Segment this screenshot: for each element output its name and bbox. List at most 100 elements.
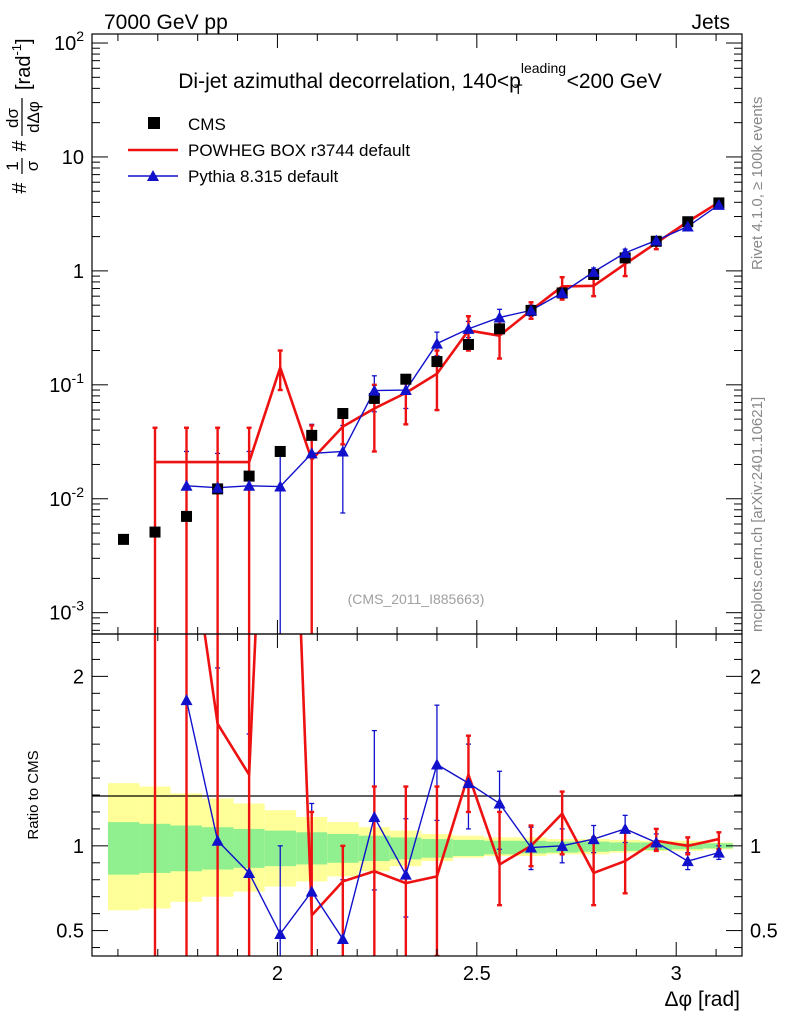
cms-data-point: [149, 526, 161, 538]
side-label-mcplots: mcplots.cern.ch [arXiv:2401.10621]: [749, 397, 766, 632]
pythia-marker: [243, 479, 256, 491]
pythia-marker: [525, 841, 538, 853]
pythia-marker: [681, 220, 694, 232]
stat-uncertainty-band: [452, 839, 484, 857]
cms-data-point: [462, 338, 474, 350]
y-axis-unit-sup: -1: [9, 44, 24, 56]
pythia-marker: [336, 933, 349, 945]
y-tick-mantissa: 10: [49, 375, 71, 397]
y-tick-exponent: -1: [72, 370, 85, 386]
y-tick-exponent: -2: [72, 484, 85, 500]
pythia-marker: [619, 822, 632, 834]
y-axis-frac2-num: dσ: [3, 108, 22, 128]
cms-data-point: [243, 470, 255, 482]
powheg-ratio-line: [203, 634, 720, 917]
cms-data-point: [431, 356, 443, 368]
pythia-marker: [211, 834, 224, 846]
y-tick-label-ratio-right: 1: [750, 836, 761, 858]
pythia-marker: [399, 384, 412, 396]
y-axis-title-hash-1: #: [9, 182, 31, 194]
pythia-marker: [243, 866, 256, 878]
cms-data-point: [337, 408, 349, 420]
pythia-marker: [462, 322, 475, 334]
pythia-marker: [430, 758, 443, 770]
pythia-marker: [274, 927, 287, 939]
header-category-label: Jets: [691, 11, 730, 34]
pythia-marker: [712, 846, 725, 858]
pythia-marker: [305, 447, 318, 459]
title-main-text: Di-jet azimuthal decorrelation, 140<p: [178, 70, 521, 93]
y-axis-frac1-den: σ: [23, 160, 42, 171]
y-tick-label-main: 10-2: [49, 484, 84, 511]
y-tick-exponent: 2: [76, 28, 84, 44]
pythia-marker: [368, 811, 381, 823]
main-series-layer: [118, 197, 725, 634]
pythia-marker: [211, 481, 224, 493]
pythia-ratio-line: [185, 699, 720, 941]
stat-uncertainty-band: [107, 822, 140, 875]
side-label-rivet: Rivet 4.1.0, ≥ 100k events: [749, 97, 766, 270]
legend-pythia-label: Pythia 8.315 default: [188, 167, 339, 186]
ratio-series-layer: [153, 634, 725, 956]
pythia-marker: [587, 833, 600, 845]
title-subscript: T: [514, 81, 523, 97]
pythia-marker: [430, 337, 443, 349]
legend-cms-marker: [148, 117, 160, 129]
pythia-marker: [650, 234, 663, 246]
y-tick-label-ratio-right: 0.5: [750, 921, 778, 943]
pythia-marker: [462, 777, 475, 789]
cms-data-point: [306, 429, 318, 441]
ratio-panel: 2 2.5 3 0.5 0.5 1 1 2 2 Ratio to CMS Δφ [rad]: [25, 633, 778, 1011]
x-tick-label: 2: [272, 963, 283, 985]
cms-data-point: [400, 373, 412, 385]
y-tick-label-main: 10: [62, 147, 84, 169]
pythia-marker: [368, 384, 381, 396]
legend: CMS POWHEG BOX r3744 default Pythia 8.31…: [128, 115, 410, 186]
pythia-marker: [305, 885, 318, 897]
pythia-marker: [587, 265, 600, 277]
title-tail-text: <200 GeV: [567, 70, 662, 93]
y-tick-mantissa: 10: [49, 603, 71, 625]
pythia-marker: [681, 855, 694, 867]
x-tick-label: 3: [671, 963, 682, 985]
y-tick-label-ratio-left: 0.5: [56, 921, 84, 943]
y-tick-label-main: 1: [73, 261, 84, 283]
y-axis-unit-close: ]: [13, 38, 35, 44]
legend-powheg-label: POWHEG BOX r3744 default: [188, 141, 410, 160]
y-tick-label-ratio-left: 2: [73, 666, 84, 688]
cms-data-point: [619, 252, 631, 264]
pythia-marker: [712, 198, 725, 210]
pythia-marker: [336, 445, 349, 457]
pythia-marker: [619, 246, 632, 258]
y-tick-label-main: 10-3: [49, 598, 84, 625]
cms-data-point: [274, 445, 286, 457]
pythia-marker: [556, 839, 569, 851]
analysis-watermark: (CMS_2011_I885663): [348, 591, 485, 607]
y-tick-mantissa: 10: [49, 489, 71, 511]
cms-data-point: [368, 392, 380, 404]
chart-title: Di-jet azimuthal decorrelation, 140<plea…: [178, 60, 661, 97]
x-tick-label: 2.5: [463, 963, 491, 985]
pythia-line: [186, 204, 720, 489]
y-tick-mantissa: 10: [54, 33, 76, 55]
pythia-marker: [180, 479, 193, 491]
legend-pythia-marker: [147, 170, 159, 181]
ratio-uncertainty-bands: [107, 783, 733, 911]
y-axis-frac2-den: dΔφ: [24, 101, 43, 133]
y-axis-frac1-num: 1: [3, 161, 22, 170]
pythia-marker: [525, 304, 538, 316]
ratio-y-axis-title: Ratio to CMS: [25, 750, 42, 839]
header-energy-label: 7000 GeV pp: [104, 11, 228, 34]
y-tick-label-ratio-right: 2: [750, 666, 761, 688]
pythia-marker: [274, 480, 287, 492]
title-superscript: leading: [521, 60, 566, 76]
x-axis-title: Δφ [rad]: [665, 988, 741, 1011]
ratio-axis-ticks: 2 2.5 3 0.5 0.5 1 1 2 2: [56, 634, 778, 985]
y-tick-exponent: -3: [72, 598, 85, 614]
cms-data-point: [118, 533, 130, 545]
y-axis-unit-open: [rad: [13, 56, 35, 90]
y-axis-title: # 1 σ # dσ dΔφ [rad-1]: [3, 38, 43, 193]
